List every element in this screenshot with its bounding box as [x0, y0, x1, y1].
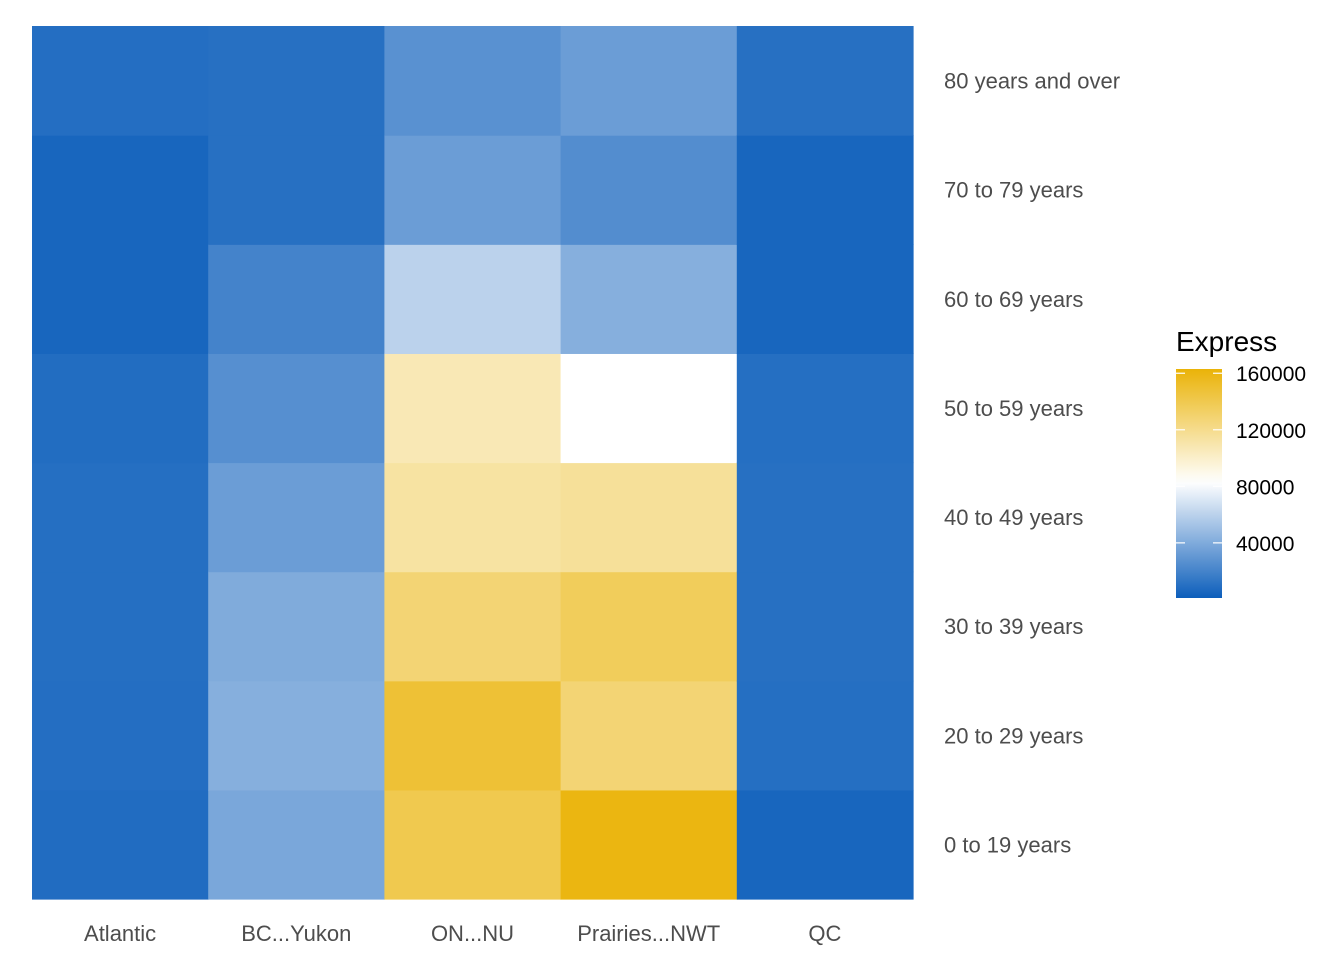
- heatmap-cell-prairies-nwt-40-to-49-years: [560, 462, 738, 573]
- heatmap-cell-atlantic-0-to-19-years: [32, 789, 209, 900]
- heatmap-cell-atlantic-20-to-29-years: [32, 680, 209, 791]
- heatmap-cell-qc-30-to-39-years: [736, 571, 914, 682]
- heatmap-cell-qc-50-to-59-years: [736, 353, 914, 464]
- heatmap-cell-bc-yukon-30-to-39-years: [208, 571, 385, 682]
- legend-label-160000: 160000: [1236, 363, 1306, 386]
- heatmap-cell-prairies-nwt-20-to-29-years: [560, 680, 738, 791]
- heatmap-cell-prairies-nwt-30-to-39-years: [560, 571, 738, 682]
- y-tick-label-40-to-49-years: 40 to 49 years: [944, 505, 1083, 530]
- heatmap-cell-bc-yukon-80-years-and-over: [208, 26, 385, 136]
- heatmap-cell-bc-yukon-50-to-59-years: [208, 353, 385, 464]
- x-tick-label-bc-yukon: BC...Yukon: [241, 921, 351, 946]
- heatmap-cell-bc-yukon-40-to-49-years: [208, 462, 385, 573]
- legend-title: Express: [1176, 326, 1277, 357]
- heatmap-cell-bc-yukon-70-to-79-years: [208, 135, 385, 245]
- heatmap-cell-on-nu-40-to-49-years: [384, 462, 562, 573]
- y-tick-label-0-to-19-years: 0 to 19 years: [944, 832, 1071, 857]
- heatmap-cell-atlantic-30-to-39-years: [32, 571, 209, 682]
- heatmap-cell-on-nu-20-to-29-years: [384, 680, 562, 791]
- heatmap-cell-qc-60-to-69-years: [736, 244, 914, 354]
- x-axis: Atlantic BC...Yukon ON...NU Prairies...NWT Q…: [84, 921, 841, 946]
- y-axis: 0 to 19 years 20 to 29 years 30 to 39 year…: [944, 69, 1120, 858]
- heatmap-cell-atlantic-50-to-59-years: [32, 353, 209, 464]
- heatmap-cell-qc-20-to-29-years: [736, 680, 914, 791]
- heatmap-cell-atlantic-80-years-and-over: [32, 26, 209, 136]
- y-tick-label-80-years-and-over: 80 years and over: [944, 69, 1120, 94]
- heatmap-tiles: [32, 26, 914, 900]
- heatmap-cell-prairies-nwt-60-to-69-years: [560, 244, 738, 354]
- heatmap-cell-bc-yukon-0-to-19-years: [208, 789, 385, 900]
- x-tick-label-on-nu: ON...NU: [431, 921, 514, 946]
- legend-ticks: 40000 80000 120000 160000: [1176, 363, 1306, 556]
- y-tick-label-60-to-69-years: 60 to 69 years: [944, 287, 1083, 312]
- heatmap-cell-on-nu-80-years-and-over: [384, 26, 562, 136]
- heatmap-cell-prairies-nwt-0-to-19-years: [560, 789, 738, 900]
- y-tick-label-30-to-39-years: 30 to 39 years: [944, 614, 1083, 639]
- heatmap-cell-on-nu-30-to-39-years: [384, 571, 562, 682]
- legend-colorbar: [1176, 369, 1222, 598]
- heatmap-cell-qc-70-to-79-years: [736, 135, 914, 245]
- heatmap-cell-bc-yukon-20-to-29-years: [208, 680, 385, 791]
- heatmap-cell-prairies-nwt-50-to-59-years: [560, 353, 738, 464]
- x-tick-label-qc: QC: [808, 921, 841, 946]
- heatmap-cell-on-nu-60-to-69-years: [384, 244, 562, 354]
- legend-label-80000: 80000: [1236, 476, 1294, 499]
- y-tick-label-50-to-59-years: 50 to 59 years: [944, 396, 1083, 421]
- heatmap-cell-on-nu-70-to-79-years: [384, 135, 562, 245]
- heatmap-cell-on-nu-50-to-59-years: [384, 353, 562, 464]
- x-tick-label-prairies-nwt: Prairies...NWT: [577, 921, 720, 946]
- heatmap-cell-atlantic-40-to-49-years: [32, 462, 209, 573]
- heatmap-cell-qc-0-to-19-years: [736, 789, 914, 900]
- legend-label-40000: 40000: [1236, 533, 1294, 556]
- y-tick-label-20-to-29-years: 20 to 29 years: [944, 723, 1083, 748]
- heatmap-cell-qc-80-years-and-over: [736, 26, 914, 136]
- heatmap-cell-prairies-nwt-70-to-79-years: [560, 135, 738, 245]
- heatmap-cell-atlantic-70-to-79-years: [32, 135, 209, 245]
- y-tick-label-70-to-79-years: 70 to 79 years: [944, 178, 1083, 203]
- heatmap-cell-prairies-nwt-80-years-and-over: [560, 26, 738, 136]
- x-tick-label-atlantic: Atlantic: [84, 921, 156, 946]
- heatmap-cell-on-nu-0-to-19-years: [384, 789, 562, 900]
- heatmap-cell-bc-yukon-60-to-69-years: [208, 244, 385, 354]
- heatmap-cell-atlantic-60-to-69-years: [32, 244, 209, 354]
- legend-label-120000: 120000: [1236, 420, 1306, 443]
- heatmap-cell-qc-40-to-49-years: [736, 462, 914, 573]
- color-legend: Express 40000 80000 120000 160000: [1176, 326, 1306, 598]
